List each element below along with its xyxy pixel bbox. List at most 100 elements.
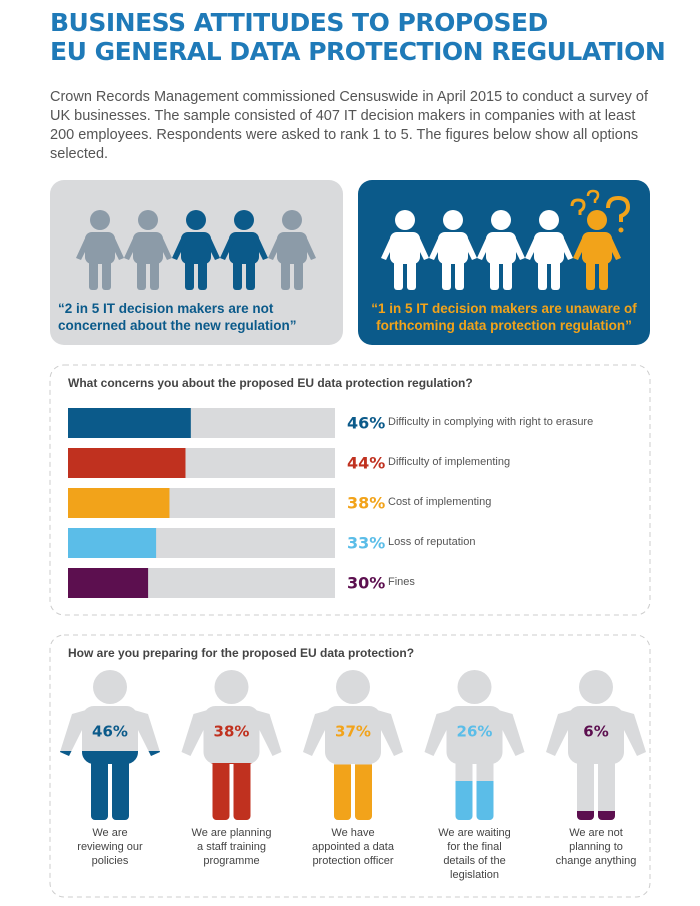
question-dot: [618, 227, 624, 233]
person-icon: [525, 210, 573, 290]
category-label: We are reviewing our policies: [77, 827, 143, 867]
title: BUSINESS ATTITUDES TO PROPOSED EU GENERAL…: [50, 8, 666, 66]
icon-arm: [76, 234, 124, 260]
question-mark: [570, 198, 586, 215]
icon-head: [186, 210, 206, 230]
icon-body: [277, 232, 307, 264]
figure-base: [60, 670, 160, 820]
icon-body: [390, 232, 420, 264]
title-line: BUSINESS ATTITUDES TO PROPOSED: [50, 8, 548, 37]
icon-body: [133, 232, 163, 264]
icon-head: [491, 210, 511, 230]
figure-fill: [303, 764, 403, 820]
category-label: Loss of reputation: [388, 536, 476, 548]
icon-leg: [89, 258, 98, 290]
category-label: We are planning a staff training program…: [191, 827, 272, 867]
icon-head: [587, 210, 607, 230]
intro: Crown Records Management commissioned Ce…: [50, 89, 649, 162]
person-icon: [220, 210, 268, 290]
icon-body: [85, 232, 115, 264]
icon-leg: [503, 258, 512, 290]
icon-leg: [281, 258, 290, 290]
value-label: 44%: [347, 454, 385, 473]
icon-arm: [220, 234, 268, 260]
icon-leg: [150, 258, 159, 290]
person-icon: [381, 210, 429, 290]
value-label: 26%: [457, 723, 493, 741]
title-line: EU GENERAL DATA PROTECTION REGULATION: [50, 37, 666, 66]
person-icon: [429, 210, 477, 290]
category-label: We have appointed a data protection offi…: [312, 827, 394, 867]
icon-leg: [442, 258, 451, 290]
category-label: We are waiting for the final details of …: [438, 827, 511, 881]
value-label: 37%: [335, 723, 371, 741]
callout-text: “2 in 5 IT decision makers are not conce…: [58, 301, 297, 333]
value-label: 6%: [583, 723, 608, 741]
icon-leg: [551, 258, 560, 290]
value-label: 46%: [92, 723, 128, 741]
icon-leg: [246, 258, 255, 290]
bar: [68, 408, 191, 438]
icon-leg: [233, 258, 242, 290]
figure-fill: [424, 781, 525, 820]
category-label: Difficulty of implementing: [388, 456, 511, 468]
icon-arm: [525, 234, 573, 260]
category-label: Difficulty in complying with right to er…: [388, 416, 594, 428]
figure-fill: [546, 811, 646, 820]
question-mark: [586, 189, 600, 203]
person-icon: [573, 210, 621, 290]
question-mark: [606, 195, 631, 222]
icon-leg: [185, 258, 194, 290]
chart-title: What concerns you about the proposed EU …: [68, 376, 473, 390]
bar: [68, 528, 157, 558]
value-label: 33%: [347, 534, 385, 553]
category-label: We are not planning to change anything: [555, 827, 637, 867]
person-icon: [172, 210, 220, 290]
bar: [68, 448, 186, 478]
icon-arm: [124, 234, 172, 260]
bar: [68, 568, 149, 598]
figure-base: [303, 670, 403, 820]
icon-leg: [599, 258, 608, 290]
figure-base: [181, 670, 282, 820]
icon-body: [181, 232, 211, 264]
icon-arm: [429, 234, 477, 260]
icon-arm: [573, 234, 621, 260]
chart-frame: [49, 364, 651, 616]
value-label: 30%: [347, 574, 385, 593]
figure-fill: [181, 763, 282, 820]
icon-arm: [268, 234, 316, 260]
icon-body: [534, 232, 564, 264]
person-icon: [124, 210, 172, 290]
icon-arm: [477, 234, 525, 260]
icon-leg: [586, 258, 595, 290]
value-label: 38%: [347, 494, 385, 513]
icon-leg: [198, 258, 207, 290]
callout-text: “1 in 5 IT decision makers are unaware o…: [371, 301, 637, 333]
icon-leg: [407, 258, 416, 290]
icon-body: [438, 232, 468, 264]
icon-head: [138, 210, 158, 230]
person-icon: [268, 210, 316, 290]
figure-base: [424, 670, 525, 820]
category-label: Fines: [388, 576, 415, 588]
icon-leg: [294, 258, 303, 290]
category-label: Cost of implementing: [388, 496, 492, 508]
figure-fill: [60, 751, 160, 820]
icon-leg: [137, 258, 146, 290]
icon-head: [443, 210, 463, 230]
icon-head: [234, 210, 254, 230]
chart-frame: [49, 634, 651, 898]
figure-base: [546, 670, 646, 820]
icon-body: [486, 232, 516, 264]
icon-head: [395, 210, 415, 230]
icon-leg: [455, 258, 464, 290]
chart-title: How are you preparing for the proposed E…: [68, 646, 415, 660]
icon-leg: [538, 258, 547, 290]
icon-leg: [394, 258, 403, 290]
value-label: 46%: [347, 414, 385, 433]
icon-head: [539, 210, 559, 230]
person-icon: [477, 210, 525, 290]
